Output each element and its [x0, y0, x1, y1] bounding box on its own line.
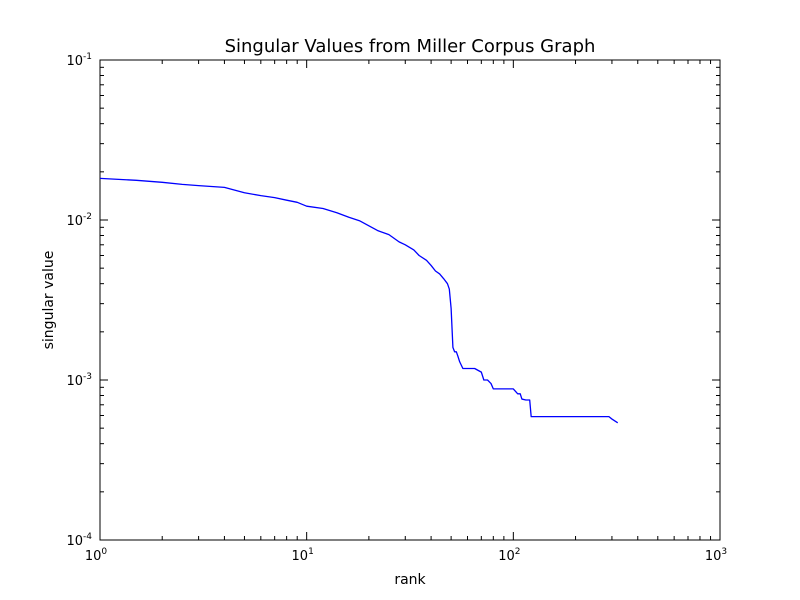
- y-tick-label: 10-1: [66, 52, 92, 69]
- x-axis-label: rank: [394, 572, 426, 588]
- y-tick-label: 10-2: [66, 212, 92, 229]
- singular-value-series-line: [99, 177, 619, 424]
- minor-ticks: [100, 60, 720, 540]
- x-tick-label: 103: [705, 547, 727, 564]
- x-tick-label: 100: [85, 547, 108, 564]
- y-tick-label: 10-3: [66, 372, 92, 389]
- y-tick-label: 10-4: [66, 532, 92, 549]
- x-tick-label: 102: [498, 547, 520, 564]
- chart-title: Singular Values from Miller Corpus Graph: [225, 36, 596, 57]
- x-tick-label: 101: [292, 547, 314, 564]
- plot-area: [99, 59, 721, 541]
- major-ticks: [99, 59, 721, 541]
- x-tick-labels: 100 101 102 103: [85, 547, 727, 564]
- y-tick-labels: 10-4 10-3 10-2 10-1: [66, 52, 92, 549]
- y-axis-label: singular value: [41, 251, 57, 350]
